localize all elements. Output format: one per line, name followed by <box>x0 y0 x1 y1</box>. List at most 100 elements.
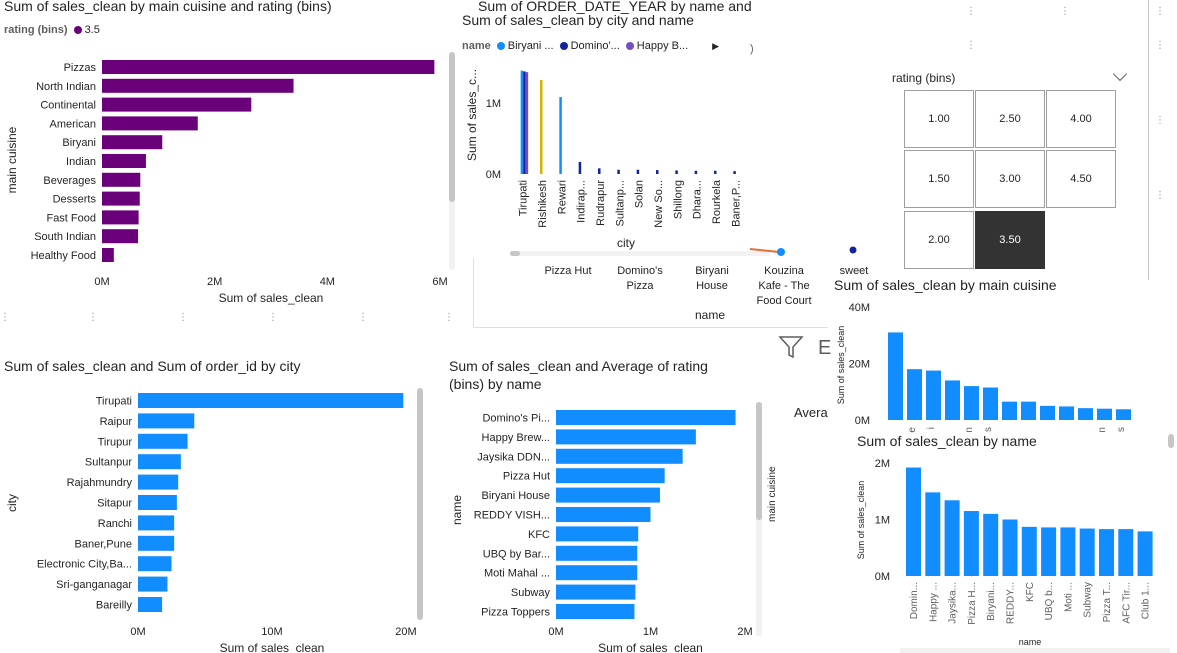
cuisine-rating-visual[interactable]: Sum of sales_clean by main cuisine and r… <box>0 0 470 310</box>
slicer-option[interactable]: 3.50 <box>975 211 1045 269</box>
bar[interactable] <box>888 332 903 420</box>
bar[interactable] <box>907 369 922 420</box>
bar[interactable] <box>1078 408 1093 420</box>
bar[interactable] <box>523 71 526 174</box>
slicer-option[interactable]: 2.50 <box>975 90 1045 148</box>
bar[interactable] <box>525 72 529 174</box>
bar[interactable] <box>540 79 543 174</box>
bar[interactable] <box>944 500 960 576</box>
bar[interactable] <box>1137 531 1153 576</box>
bar[interactable] <box>1118 529 1134 576</box>
rating-slicer[interactable]: rating (bins) 1.00 2.50 4.00 1.50 3.00 4.50 2.… <box>885 65 1135 275</box>
bar[interactable] <box>1059 406 1074 420</box>
slicer-option[interactable]: 4.50 <box>1046 150 1116 208</box>
bar[interactable] <box>556 468 665 484</box>
bar[interactable] <box>102 210 139 225</box>
bar[interactable] <box>1040 405 1055 420</box>
bar[interactable] <box>578 161 582 174</box>
bar[interactable] <box>983 513 999 576</box>
bar[interactable] <box>556 448 683 464</box>
bar[interactable] <box>138 495 177 510</box>
bar[interactable] <box>1116 409 1131 420</box>
slicer-option[interactable]: 1.50 <box>904 150 974 208</box>
bar[interactable] <box>1021 401 1036 420</box>
bar[interactable] <box>138 433 188 449</box>
cuisine-rating-scrollbar[interactable] <box>449 52 455 270</box>
bar[interactable] <box>598 168 601 174</box>
bar[interactable] <box>983 387 998 420</box>
bar[interactable] <box>138 597 163 612</box>
bar[interactable] <box>733 171 736 174</box>
bar[interactable] <box>1002 519 1018 577</box>
bar[interactable] <box>556 487 660 503</box>
bar[interactable] <box>926 370 941 420</box>
bar[interactable] <box>556 584 636 600</box>
bar[interactable] <box>556 526 639 542</box>
name-axis-visual[interactable]: Pizza Hut Domino's Pizza Biryani House Kouzin… <box>473 258 868 328</box>
bar[interactable] <box>559 97 562 174</box>
bar[interactable] <box>945 380 960 420</box>
order-year-hscrollbar[interactable] <box>510 251 770 256</box>
bar[interactable] <box>1002 401 1017 420</box>
legend-item[interactable]: Domino'... <box>559 40 620 52</box>
bar[interactable] <box>102 191 140 206</box>
slicer-option[interactable]: 4.00 <box>1046 90 1116 148</box>
bar[interactable] <box>138 515 175 531</box>
bar[interactable] <box>1021 526 1037 576</box>
bar[interactable] <box>102 154 146 168</box>
filter-icon[interactable] <box>778 335 804 364</box>
bar[interactable] <box>102 97 252 112</box>
bar[interactable] <box>102 172 141 187</box>
name-sales-visual[interactable]: Sum of sales_clean by name Domin... Happy… <box>840 430 1177 653</box>
bar[interactable] <box>138 576 168 592</box>
bar[interactable] <box>1060 527 1076 576</box>
bar[interactable] <box>1079 528 1095 576</box>
bar[interactable] <box>963 511 979 576</box>
order-year-visual[interactable]: Sum of ORDER_DATE_YEAR by name and Sum o… <box>456 0 770 270</box>
legend-item[interactable]: Biryani ... <box>496 40 554 52</box>
bar[interactable] <box>520 70 524 174</box>
bar[interactable] <box>138 393 404 408</box>
bar[interactable] <box>1097 408 1112 420</box>
bar[interactable] <box>556 429 696 445</box>
bar[interactable] <box>102 248 114 262</box>
name-sales-scrollbar[interactable] <box>1168 434 1174 448</box>
bar[interactable] <box>102 78 294 93</box>
bar[interactable] <box>656 170 659 174</box>
bar[interactable] <box>617 169 620 174</box>
bar[interactable] <box>556 507 651 522</box>
main-cuisine-visual[interactable]: Sum of sales_clean by main cuisine 40M 20… <box>828 275 1177 433</box>
bar[interactable] <box>138 474 179 490</box>
bar[interactable] <box>925 492 941 576</box>
bar[interactable] <box>138 413 195 429</box>
bar[interactable] <box>714 170 717 174</box>
slicer-option[interactable]: 3.00 <box>975 150 1045 208</box>
legend-next-icon[interactable]: ▶ <box>712 40 720 51</box>
expand-icon[interactable]: E <box>818 337 832 359</box>
name-sales-hscrollbar[interactable] <box>900 648 1170 653</box>
city-scrollbar[interactable] <box>417 388 423 620</box>
slicer-option[interactable]: 1.00 <box>904 90 974 148</box>
bar[interactable] <box>964 386 979 420</box>
legend-item[interactable]: Happy B... <box>625 40 688 52</box>
chevron-down-icon[interactable] <box>1112 66 1128 82</box>
bar[interactable] <box>102 135 163 150</box>
slicer-option[interactable]: 2.00 <box>904 211 974 269</box>
rating-name-visual[interactable]: Sum of sales_clean and Average of rating… <box>445 350 830 653</box>
bar[interactable] <box>102 229 139 244</box>
bar[interactable] <box>102 116 198 131</box>
bar[interactable] <box>102 60 435 74</box>
bar[interactable] <box>556 604 635 619</box>
bar[interactable] <box>556 410 736 425</box>
bar[interactable] <box>1099 529 1114 576</box>
bar[interactable] <box>138 556 172 572</box>
bar[interactable] <box>138 454 181 470</box>
bar[interactable] <box>675 170 678 174</box>
bar[interactable] <box>556 545 638 561</box>
bar[interactable] <box>1041 527 1057 576</box>
bar[interactable] <box>556 565 638 581</box>
bar[interactable] <box>636 169 640 174</box>
city-visual[interactable]: Sum of sales_clean and Sum of order_id b… <box>0 350 430 653</box>
bar[interactable] <box>138 535 175 551</box>
rating-name-scrollbar[interactable] <box>756 402 762 636</box>
